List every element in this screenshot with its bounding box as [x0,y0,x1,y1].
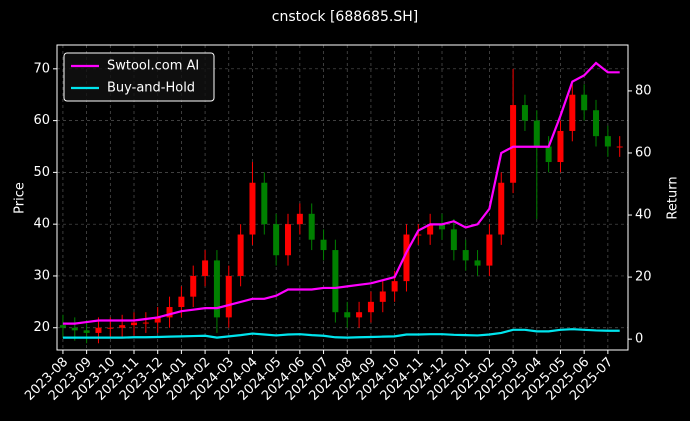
candle-body [367,301,374,313]
candle-body [154,317,161,323]
candle-body [593,110,600,137]
y-tick-label: 40 [33,217,50,232]
candle-body [474,260,481,266]
candle-body [202,260,209,276]
return-line [62,328,620,339]
candle-body [95,327,102,333]
candle-body [59,325,66,328]
candle-body [320,239,327,251]
candle-body [498,182,505,235]
legend-label: Buy-and-Hold [107,81,195,96]
candle-body [403,234,410,282]
candle-body [131,322,138,326]
candle-body [462,250,469,261]
candle-body [332,250,339,313]
y-tick-label: 60 [33,113,50,128]
candle-body [391,281,398,292]
candle-body [71,327,78,331]
legend: Swtool.com AI Buy-and-Hold [63,52,215,102]
candle-body [178,296,185,308]
candle-body [521,105,528,121]
candle-body [356,312,363,318]
legend-box [63,52,215,102]
y2-axis-label: Return [666,176,681,219]
candle-body [237,234,244,276]
candle-body [225,275,232,318]
candle-body [83,330,90,333]
candle-body [427,224,434,235]
candle-body [379,291,386,302]
candle-body [450,229,457,251]
candle-body [308,213,315,240]
candle-body [344,312,351,318]
candle-body [545,146,552,163]
candle-body [533,120,540,147]
candle-body [616,146,623,148]
candle-body [213,260,220,318]
candle-body [107,327,114,329]
legend-label: Swtool.com AI [107,59,199,74]
candle-body [190,275,197,297]
y-tick-label: 30 [33,268,50,283]
y-tick-label: 20 [33,320,50,335]
candle-body [439,224,446,230]
candle-body [604,136,611,147]
candle-body [415,234,422,236]
y-axis-label: Price [13,182,28,214]
candle-body [510,105,517,183]
candle-body [261,182,268,225]
y2-tick-label: 60 [635,145,652,160]
candle-body [486,234,493,266]
candle-body [557,130,564,163]
candle-body [296,213,303,225]
candle-body [142,322,149,324]
candle-body [285,224,292,256]
y-tick-label: 70 [33,61,50,76]
candle-body [569,94,576,131]
y-tick-label: 50 [33,165,50,180]
candle-body [581,94,588,111]
return-line [62,61,620,325]
y2-tick-label: 40 [635,208,652,223]
candle-body [273,224,280,256]
y2-tick-label: 0 [635,332,643,347]
candle-body [249,182,256,235]
candle-body [166,307,173,318]
plot-frame [56,44,629,351]
y2-tick-label: 80 [635,83,652,98]
chart-title: cnstock [688685.SH] [272,9,418,25]
y2-tick-label: 20 [635,270,652,285]
candle-body [119,325,126,328]
